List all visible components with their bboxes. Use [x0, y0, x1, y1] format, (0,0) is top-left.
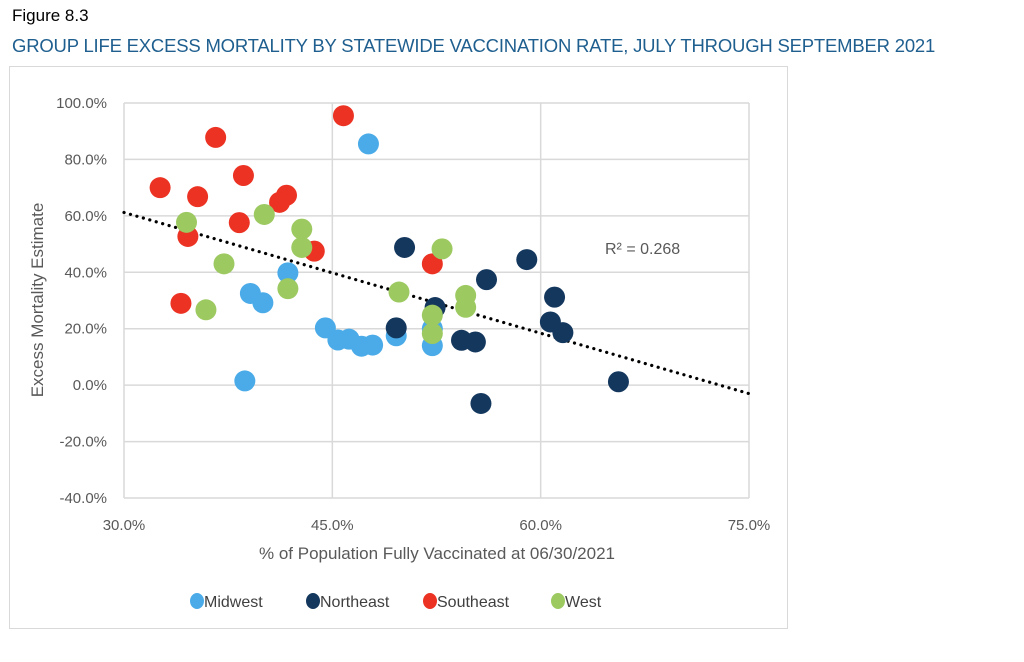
data-point	[544, 286, 566, 308]
data-point	[232, 165, 254, 187]
series-northeast	[385, 236, 629, 414]
data-point	[421, 323, 443, 345]
legend-label-midwest: Midwest	[204, 594, 263, 611]
data-point	[205, 126, 227, 148]
y-tick-label: 100.0%	[56, 95, 107, 112]
y-axis-ticks: 100.0% 80.0% 60.0% 40.0% 20.0% 0.0% -20.0% -40.…	[56, 95, 107, 507]
data-point	[176, 211, 197, 233]
data-point	[332, 105, 354, 127]
legend-marker-southeast	[423, 593, 437, 609]
data-point	[269, 191, 291, 213]
figure-label: Figure 8.3	[12, 6, 89, 25]
data-point	[431, 238, 453, 260]
x-axis-title: % of Population Fully Vaccinated at 06/3…	[259, 544, 615, 563]
series-southeast	[149, 105, 443, 314]
figure-title: GROUP LIFE EXCESS MORTALITY BY STATEWIDE…	[12, 35, 936, 56]
data-point	[277, 262, 299, 284]
data-point	[187, 186, 209, 208]
legend: Midwest Northeast Southeast West	[190, 593, 602, 611]
data-point	[455, 296, 477, 318]
trendline-line	[122, 210, 751, 396]
x-tick-label: 30.0%	[103, 517, 146, 534]
data-point	[362, 334, 384, 356]
data-point	[476, 269, 497, 291]
legend-label-southeast: Southeast	[437, 594, 510, 611]
data-point	[291, 218, 313, 240]
legend-marker-west	[551, 593, 565, 609]
x-axis-ticks: 30.0% 45.0% 60.0% 75.0%	[103, 517, 771, 534]
data-point	[357, 133, 379, 155]
data-point	[213, 253, 235, 275]
data-point	[388, 281, 410, 303]
data-point	[385, 317, 407, 339]
legend-marker-northeast	[306, 593, 320, 609]
data-point	[228, 212, 250, 234]
data-point	[470, 392, 492, 414]
y-tick-label: 60.0%	[64, 208, 107, 225]
data-point	[421, 304, 443, 326]
data-point	[516, 249, 538, 271]
trendline	[122, 210, 751, 396]
data-points	[149, 105, 629, 414]
r-squared-annotation: R² = 0.268	[605, 241, 680, 258]
y-tick-label: -20.0%	[59, 434, 107, 451]
data-point	[252, 292, 274, 314]
data-point	[195, 299, 217, 321]
x-tick-label: 60.0%	[519, 517, 562, 534]
series-midwest	[234, 133, 443, 392]
y-tick-label: 80.0%	[64, 151, 107, 168]
y-tick-label: 20.0%	[64, 321, 107, 338]
data-point	[277, 278, 299, 300]
data-point	[552, 322, 574, 344]
legend-marker-midwest	[190, 593, 204, 609]
data-point	[149, 177, 171, 199]
data-point	[234, 370, 256, 392]
data-point	[394, 236, 416, 258]
data-point	[464, 331, 486, 353]
data-point	[170, 292, 192, 314]
data-point	[421, 253, 443, 275]
y-tick-label: 0.0%	[73, 377, 107, 394]
x-tick-label: 45.0%	[311, 517, 354, 534]
x-tick-label: 75.0%	[728, 517, 771, 534]
y-tick-label: -40.0%	[59, 490, 107, 507]
series-west	[176, 203, 477, 345]
y-tick-label: 40.0%	[64, 264, 107, 281]
y-axis-title: Excess Mortality Estimate	[28, 203, 47, 398]
data-point	[607, 371, 629, 393]
data-point	[291, 236, 313, 258]
legend-label-northeast: Northeast	[320, 594, 390, 611]
legend-label-west: West	[565, 594, 602, 611]
data-point	[253, 203, 275, 225]
